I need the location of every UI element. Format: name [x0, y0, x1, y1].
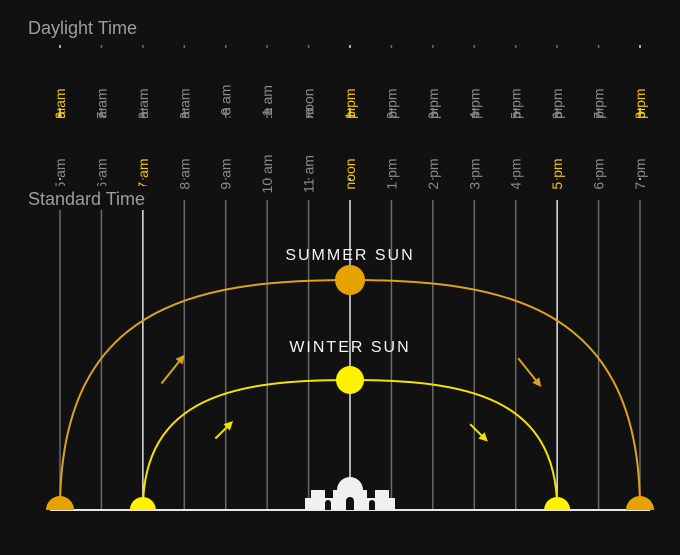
daylight-hour-label: 8 am	[135, 88, 151, 119]
standard-hour-label: 5 pm	[549, 158, 565, 189]
summer-sun-peak	[335, 265, 365, 295]
winter-arrow	[470, 424, 485, 438]
standard-hour-label: 10 am	[259, 155, 275, 194]
summer-sunset	[626, 496, 654, 510]
daylight-hour-label: 1 pm	[342, 88, 358, 119]
standard-hour-label: 6 am	[93, 158, 109, 189]
standard-hour-label: 8 am	[176, 158, 192, 189]
daylight-hour-label: 3 pm	[425, 88, 441, 119]
standard-hour-label: 11 am	[301, 155, 317, 193]
standard-hour-label: 1 pm	[383, 158, 399, 189]
daylight-hour-label: 6 am	[52, 88, 68, 119]
winter-sunrise	[130, 497, 156, 510]
standard-hour-label: 5 am	[52, 158, 68, 189]
standard-hour-label: 7 am	[135, 158, 151, 189]
summer-arrow	[162, 358, 182, 383]
standard-hour-label: 3 pm	[466, 158, 482, 189]
standard-hour-label: 9 am	[218, 158, 234, 189]
standard-hour-label: noon	[342, 158, 358, 189]
standard-hour-label: 7 pm	[632, 158, 648, 189]
standard-title: Standard Time	[28, 189, 145, 209]
building-window	[325, 500, 331, 510]
summer-arrow	[518, 358, 538, 383]
diagram-svg: 6 am 7 am 8 am 9 am 10 am 11 am noon 1 pm 2 pm 3 …	[0, 0, 680, 555]
winter-label: WINTER SUN	[289, 339, 410, 356]
building-window	[369, 500, 375, 510]
sun-path-diagram: 6 am 7 am 8 am 9 am 10 am 11 am noon 1 pm 2 pm 3 …	[0, 0, 680, 555]
winter-sunset	[544, 497, 570, 510]
standard-hour-label: 4 pm	[508, 158, 524, 189]
daylight-hour-label: 2 pm	[383, 88, 399, 119]
daylight-hour-label: noon	[301, 88, 317, 119]
standard-hour-label: 6 pm	[591, 158, 607, 189]
winter-sun-peak	[336, 366, 364, 394]
daylight-title: Daylight Time	[28, 18, 137, 38]
daylight-hour-label: 11 am	[259, 85, 275, 123]
summer-label: SUMMER SUN	[285, 247, 414, 264]
winter-arrow	[215, 424, 230, 438]
daylight-hour-label: 4 pm	[466, 88, 482, 119]
daylight-hour-label: 5 pm	[508, 88, 524, 119]
daylight-hour-label: 6 pm	[549, 88, 565, 119]
building-door	[346, 497, 354, 510]
summer-sunrise	[46, 496, 74, 510]
daylight-hour-label: 8 pm	[632, 88, 648, 119]
daylight-hour-label: 9 am	[176, 88, 192, 119]
daylight-hour-label: 7 pm	[591, 88, 607, 119]
standard-hour-label: 2 pm	[425, 158, 441, 189]
daylight-hour-label: 7 am	[93, 88, 109, 119]
daylight-hour-label: 10 am	[218, 85, 234, 124]
